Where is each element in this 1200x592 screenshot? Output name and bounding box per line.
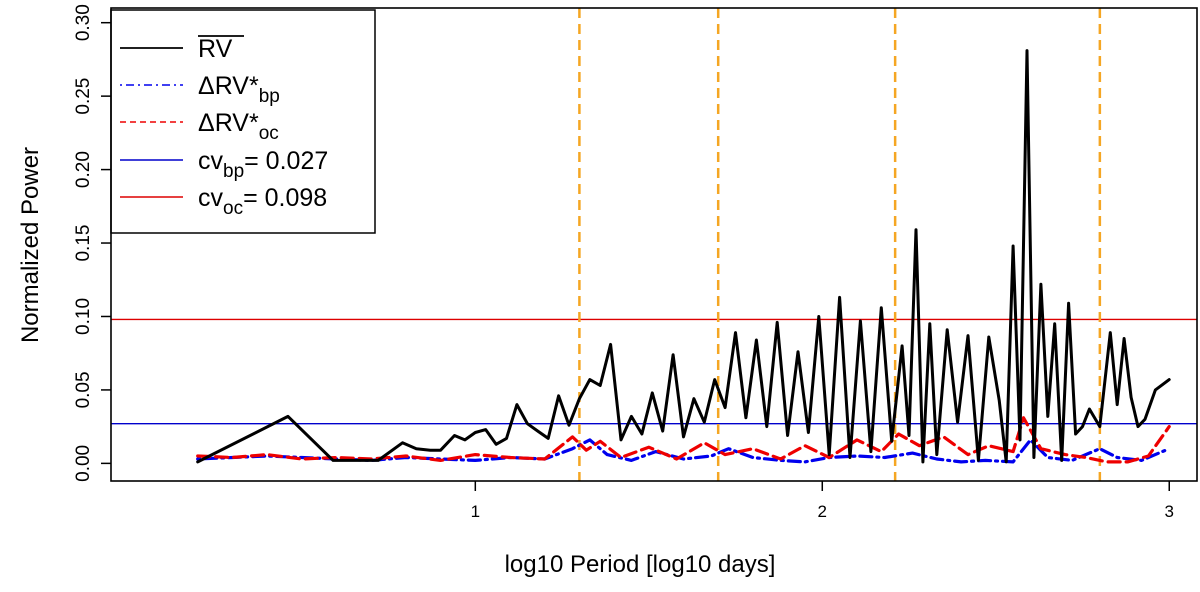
x-tick-label: 2 (818, 502, 827, 521)
legend-entry-label: RV (198, 35, 233, 63)
y-tick-label: 0.05 (73, 371, 94, 408)
x-tick-label: 1 (471, 502, 480, 521)
y-tick-label: 0.25 (73, 78, 94, 115)
y-tick-label: 0.00 (73, 445, 94, 482)
y-axis-label: Normalized Power (17, 147, 44, 343)
y-tick-label: 0.15 (73, 225, 94, 262)
legend-entry-label: cvbp= 0.027 (198, 147, 328, 182)
series-line-delta-rv-oc (196, 416, 1171, 464)
legend-entry-label: ΔRV*oc (198, 109, 279, 144)
legend-entry-label: ΔRV*bp (198, 72, 280, 107)
series-line-rv (196, 49, 1171, 464)
y-tick-label: 0.20 (73, 151, 94, 188)
x-axis-label: log10 Period [log10 days] (505, 551, 776, 578)
y-tick-label: 0.10 (73, 298, 94, 335)
y-tick-label: 0.30 (73, 4, 94, 41)
x-tick-label: 3 (1165, 502, 1174, 521)
plot-frame (110, 7, 1198, 482)
legend-entry-label: cvoc= 0.098 (198, 184, 327, 219)
